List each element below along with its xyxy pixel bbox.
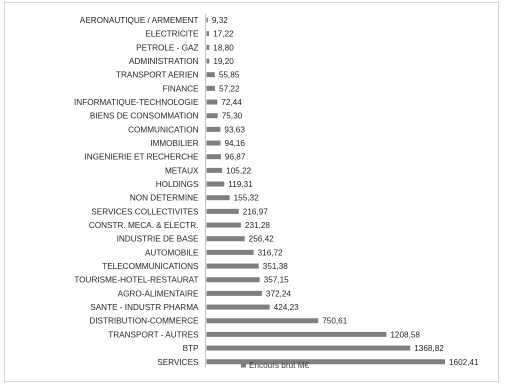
bar [206,58,210,64]
category-label: BTP [183,344,199,353]
category-label: METAUX [165,166,199,175]
legend: Encours brut M€ [241,361,310,370]
category-label: DISTRIBUTION-COMMERCE [89,317,199,326]
value-label: 357,15 [264,276,289,285]
bars-group [206,17,445,365]
bar [206,318,319,324]
category-label: TOURISME-HOTEL-RESTAURAT [74,276,198,285]
category-label: ADMINISTRATION [129,57,199,66]
bar [206,290,262,296]
value-label: 55,85 [219,71,240,80]
category-labels-group: AERONAUTIQUE / ARMEMENT ELECTRICITE PETROL… [74,16,199,367]
bar [206,359,445,365]
value-label: 94,16 [225,139,246,148]
value-label: 75,30 [222,112,243,121]
value-label: 372,24 [266,289,291,298]
value-label: 105,22 [226,166,251,175]
value-label: 1602,41 [449,358,479,367]
value-label: 216,97 [243,207,268,216]
value-label: 351,38 [263,262,288,271]
value-label: 57,22 [219,84,240,93]
value-label: 93,63 [224,125,245,134]
category-label: INDUSTRIE DE BASE [117,235,199,244]
bar [206,277,260,283]
value-label: 231,28 [245,221,270,230]
category-label: SERVICES [157,358,199,367]
legend-label: Encours brut M€ [249,361,310,370]
value-label: 155,32 [234,194,259,203]
bar [206,126,221,132]
category-label: INFORMATIQUE-TECHNOLOGIE [74,98,199,107]
value-label: 256,42 [249,235,274,244]
category-label: BIENS DE CONSOMMATION [90,112,199,121]
category-label: SERVICES COLLECTIVITES [91,207,199,216]
bar [206,17,208,23]
bar [206,249,254,255]
bar [206,304,270,310]
value-label: 1368,82 [414,344,444,353]
category-label: SANTE - INDUSTR PHARMA [90,303,199,312]
value-label: 72,44 [221,98,242,107]
category-label: CONSTR. MECA. & ELECTR. [89,221,199,230]
bar [206,345,411,351]
legend-swatch [241,362,246,368]
category-label: TELECOMMUNICATIONS [102,262,199,271]
value-labels-group: 9,32 17,22 18,80 19,20 55,85 57,22 72,44 75,30 9… [212,16,479,367]
value-label: 750,61 [322,317,347,326]
category-label: TRANSPORT AERIEN [116,71,199,80]
bar [206,222,241,228]
bar [206,140,221,146]
category-label: NON DETERMINE [130,194,199,203]
bar [206,208,239,214]
bar [206,195,230,201]
value-label: 17,22 [213,30,234,39]
bar [206,181,225,187]
value-label: 316,72 [258,248,283,257]
bar [206,331,387,337]
value-label: 19,20 [213,57,234,66]
bar [206,99,218,105]
category-label: IMMOBILIER [150,139,198,148]
category-label: TRANSPORT - AUTRES [108,330,199,339]
category-label: PETROLE - GAZ [136,43,198,52]
value-label: 119,31 [228,180,253,189]
bar [206,72,215,78]
bar [206,154,221,160]
bar [206,113,218,119]
bar [206,167,223,173]
value-label: 9,32 [212,16,228,25]
category-label: ELECTRICITE [145,30,199,39]
category-label: HOLDINGS [156,180,199,189]
value-label: 18,80 [213,43,234,52]
bar [206,31,210,37]
category-label: AERONAUTIQUE / ARMEMENT [80,16,199,25]
category-label: COMMUNICATION [128,125,198,134]
bar [206,85,216,91]
bar [206,263,259,269]
category-label: AUTOMOBILE [145,248,199,257]
value-label: 96,87 [225,153,246,162]
value-label: 424,23 [274,303,299,312]
bar [206,236,245,242]
bar [206,44,210,50]
value-label: 1208,58 [390,330,420,339]
category-label: AGRO-ALIMENTAIRE [118,289,199,298]
category-label: INGENIERIE ET RECHERCHE [84,153,199,162]
category-label: FINANCE [163,84,199,93]
